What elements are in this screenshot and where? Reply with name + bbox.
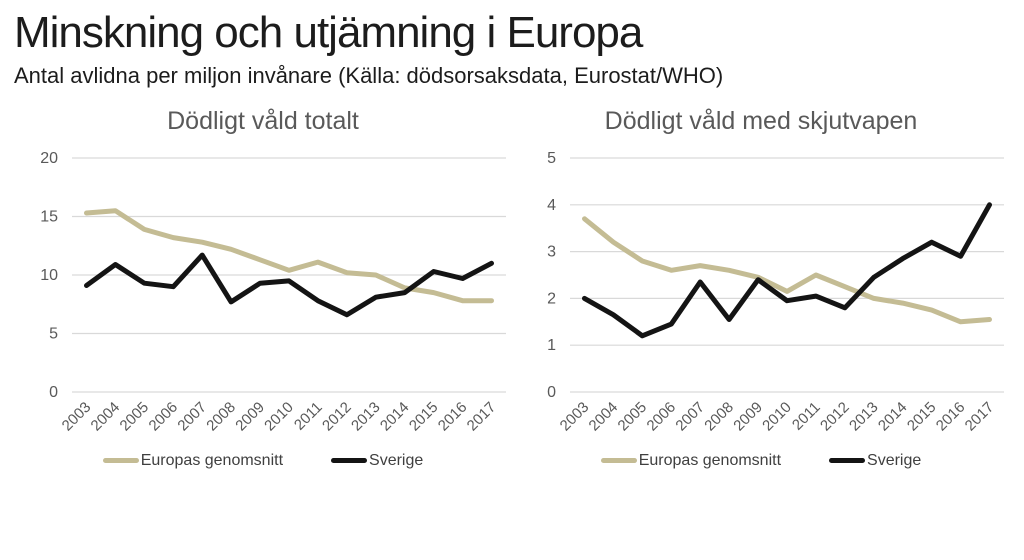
svg-text:2016: 2016 bbox=[933, 398, 969, 434]
legend-item-europe: Europas genomsnitt bbox=[102, 451, 284, 470]
svg-text:2013: 2013 bbox=[846, 398, 882, 434]
svg-text:2004: 2004 bbox=[586, 398, 622, 434]
europe-line-swatch bbox=[600, 458, 637, 464]
legend-label-europe: Europas genomsnitt bbox=[140, 451, 284, 469]
svg-text:0: 0 bbox=[49, 384, 58, 401]
svg-text:2011: 2011 bbox=[789, 398, 824, 433]
svg-text:2014: 2014 bbox=[875, 398, 911, 434]
europe-line-swatch bbox=[102, 458, 139, 464]
chart-legend-firearms: Europas genomsnitt Sverige bbox=[600, 451, 921, 470]
svg-text:2006: 2006 bbox=[146, 398, 182, 434]
svg-text:2010: 2010 bbox=[759, 398, 795, 434]
svg-text:5: 5 bbox=[547, 150, 556, 167]
svg-text:2012: 2012 bbox=[319, 398, 355, 434]
line-chart-firearm-violence: 0123452003200420052006200720082009201020… bbox=[547, 150, 1004, 434]
svg-text:2008: 2008 bbox=[701, 398, 737, 434]
svg-text:2005: 2005 bbox=[117, 398, 153, 434]
sweden-line-swatch bbox=[331, 458, 368, 464]
legend-item-sweden: Sverige bbox=[829, 452, 921, 470]
line-chart-total-violence: 0 5 10 15 20 20032004200520062007200820092010… bbox=[40, 150, 506, 434]
svg-text:2004: 2004 bbox=[88, 398, 124, 434]
svg-text:2009: 2009 bbox=[730, 398, 766, 434]
page-subtitle: Antal avlidna per miljon invånare (Källa… bbox=[14, 62, 724, 88]
svg-text:2017: 2017 bbox=[962, 398, 998, 434]
svg-text:2: 2 bbox=[547, 290, 556, 307]
legend-label-europe: Europas genomsnitt bbox=[638, 451, 782, 469]
svg-text:2010: 2010 bbox=[261, 398, 297, 434]
chart-panel-firearm-violence: Dödligt våld med skjutvapen 0 1 2 3 4 5 2003 20… bbox=[512, 107, 1010, 470]
sweden-line-swatch bbox=[829, 458, 866, 464]
svg-text:10: 10 bbox=[40, 267, 58, 284]
svg-text:2003: 2003 bbox=[59, 398, 95, 434]
svg-text:1: 1 bbox=[547, 337, 556, 354]
svg-text:2009: 2009 bbox=[232, 398, 268, 434]
svg-text:20: 20 bbox=[40, 150, 58, 167]
svg-text:2008: 2008 bbox=[203, 398, 239, 434]
svg-text:4: 4 bbox=[547, 196, 556, 213]
svg-text:2013: 2013 bbox=[348, 398, 384, 434]
svg-text:0: 0 bbox=[547, 384, 556, 401]
svg-text:2016: 2016 bbox=[435, 398, 471, 434]
chart-legend-total: Europas genomsnitt Sverige bbox=[102, 451, 423, 470]
svg-text:2012: 2012 bbox=[817, 398, 853, 434]
svg-text:15: 15 bbox=[40, 208, 58, 225]
svg-text:5: 5 bbox=[49, 325, 58, 342]
legend-label-sweden: Sverige bbox=[369, 451, 424, 469]
svg-text:2014: 2014 bbox=[377, 398, 413, 434]
svg-text:2003: 2003 bbox=[557, 398, 593, 434]
svg-text:2015: 2015 bbox=[904, 398, 940, 434]
chart-title-total: Dödligt våld totalt bbox=[167, 106, 359, 135]
svg-text:2015: 2015 bbox=[406, 398, 442, 434]
chart-panel-total-violence: Dödligt våld totalt 0 5 10 15 20 2003 2004 2005… bbox=[14, 107, 512, 470]
legend-item-sweden: Sverige bbox=[331, 452, 423, 470]
svg-text:2006: 2006 bbox=[644, 398, 680, 434]
legend-label-sweden: Sverige bbox=[867, 451, 922, 469]
chart-title-firearms: Dödligt våld med skjutvapen bbox=[604, 106, 918, 135]
page-title: Minskning och utjämning i Europa bbox=[14, 8, 643, 57]
legend-item-europe: Europas genomsnitt bbox=[600, 451, 782, 470]
svg-text:3: 3 bbox=[547, 243, 556, 260]
charts-row: Dödligt våld totalt 0 5 10 15 20 2003 2004 2005… bbox=[14, 107, 1010, 470]
svg-text:2017: 2017 bbox=[464, 398, 500, 434]
svg-text:2007: 2007 bbox=[174, 398, 210, 434]
svg-text:2011: 2011 bbox=[291, 398, 326, 433]
svg-text:2005: 2005 bbox=[615, 398, 651, 434]
svg-text:2007: 2007 bbox=[672, 398, 708, 434]
